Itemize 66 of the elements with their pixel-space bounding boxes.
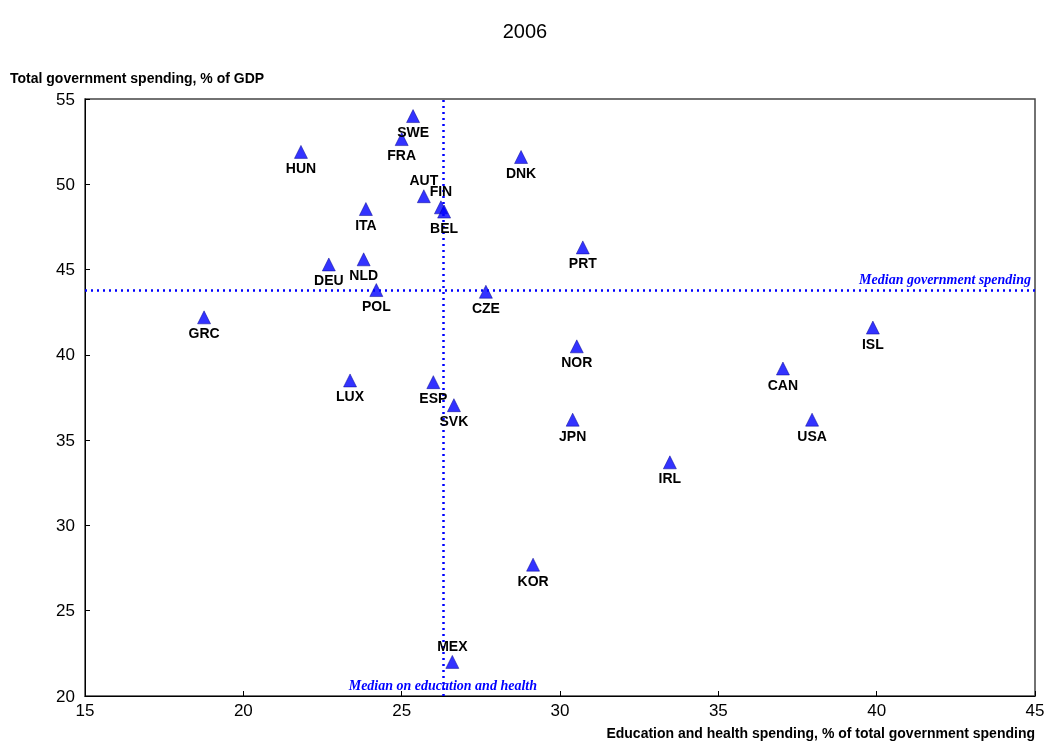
annotation: CAN [767, 376, 799, 393]
annotation: USA [797, 427, 827, 444]
point [359, 202, 373, 216]
annotation: SWE [397, 124, 430, 141]
y-tick-label: 55 [56, 89, 75, 109]
point [406, 109, 420, 123]
point [197, 310, 211, 325]
annotation: NOR [561, 354, 593, 371]
y-axis-title: Total government spending, % of GDP [10, 70, 265, 86]
annotation: ISL [861, 335, 885, 352]
point [776, 361, 790, 376]
x-tick-label: 30 [550, 701, 570, 720]
point [663, 455, 677, 470]
x-tick-label: 25 [392, 701, 412, 720]
annotation: HUN [285, 159, 317, 176]
annotation: JPN [559, 427, 587, 444]
annotation: POL [361, 298, 392, 315]
x-tick-label: 40 [867, 701, 887, 720]
annotation: DNK [505, 164, 537, 181]
ref-line-label: Median government spending [858, 271, 1031, 287]
x-tick-label: 35 [708, 701, 728, 720]
point [417, 189, 431, 204]
point [565, 412, 580, 427]
x-tick-label: 15 [75, 701, 95, 720]
annotation: MEX [437, 637, 469, 654]
point [514, 150, 528, 164]
y-tick-label: 20 [56, 686, 75, 706]
annotation: LUX [336, 388, 365, 405]
point [479, 284, 493, 299]
point [437, 204, 451, 219]
chart-title: 2006 [502, 20, 548, 42]
y-tick-label: 45 [56, 260, 75, 280]
annotation: SVK [439, 413, 469, 430]
point [343, 373, 357, 388]
y-tick-label: 25 [56, 601, 75, 621]
annotation: ITA [355, 217, 377, 234]
annotation: PRT [568, 255, 598, 272]
y-tick-label: 35 [56, 430, 75, 450]
point [426, 375, 441, 389]
annotation: KOR [517, 572, 549, 589]
point [369, 283, 384, 297]
annotation: IRL [658, 470, 682, 487]
annotation: GRC [188, 325, 220, 342]
y-tick-label: 40 [56, 345, 75, 365]
point [569, 339, 584, 354]
annotation: FRA [387, 147, 417, 164]
point [576, 240, 590, 255]
point [294, 145, 308, 159]
annotation: NLD [349, 267, 379, 284]
point [445, 655, 460, 669]
x-tick-label: 20 [233, 701, 253, 720]
point [866, 320, 880, 335]
annotation: CZE [471, 299, 500, 316]
x-tick-label: 45 [1025, 701, 1045, 720]
point [526, 557, 540, 572]
ref-line-label: Median on education and health [347, 677, 538, 693]
point [447, 398, 461, 412]
point [322, 257, 336, 272]
y-tick-label: 50 [56, 174, 75, 194]
point [356, 252, 371, 267]
annotation: BEL [430, 219, 459, 236]
annotation: ESP [419, 390, 448, 407]
x-axis-title: Education and health spending, % of total government spending [606, 725, 1035, 741]
y-tick-label: 30 [56, 515, 75, 535]
point [805, 412, 819, 427]
annotation: DEU [314, 272, 344, 289]
